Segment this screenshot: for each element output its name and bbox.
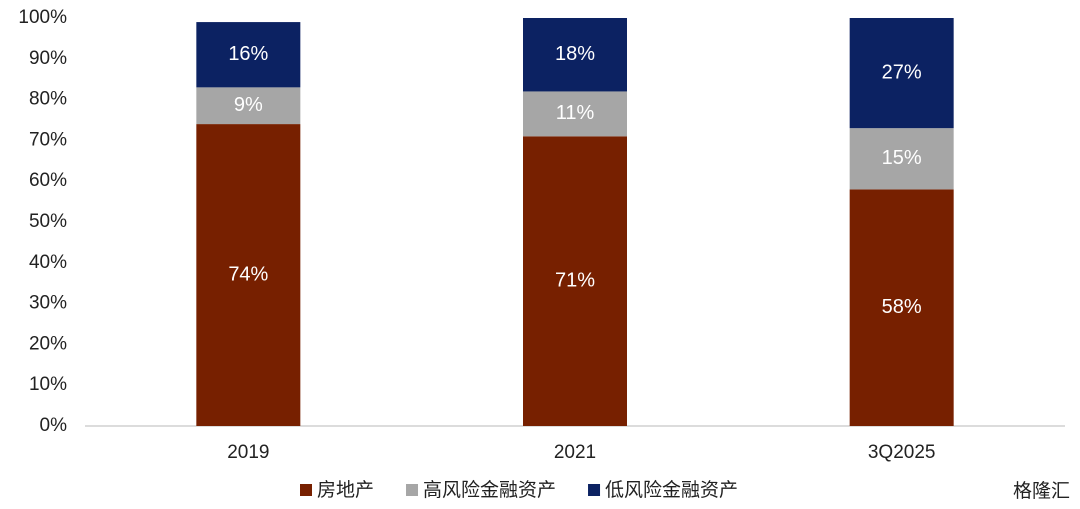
value-label: 16% xyxy=(228,43,268,65)
y-tick-label: 50% xyxy=(29,211,67,232)
x-tick-label: 2019 xyxy=(227,442,269,463)
legend-swatch xyxy=(300,484,312,496)
y-tick-label: 0% xyxy=(40,415,68,436)
y-tick-label: 30% xyxy=(29,293,67,314)
value-label: 15% xyxy=(882,147,922,169)
y-tick-label: 90% xyxy=(29,48,67,69)
value-label: 11% xyxy=(556,102,595,124)
bar-segment xyxy=(523,136,627,426)
legend-label: 高风险金融资产 xyxy=(423,479,556,501)
value-label: 71% xyxy=(555,269,595,291)
y-tick-label: 10% xyxy=(29,374,67,395)
value-label: 58% xyxy=(882,296,922,318)
y-tick-label: 60% xyxy=(29,170,67,191)
bar-segment xyxy=(849,189,954,426)
bar-segment xyxy=(523,18,627,92)
bar-segment xyxy=(849,18,954,129)
bar-segment xyxy=(196,22,301,88)
value-label: 18% xyxy=(555,43,595,65)
legend-label: 房地产 xyxy=(317,479,374,501)
legend-label: 低风险金融资产 xyxy=(605,479,738,501)
y-tick-label: 20% xyxy=(29,333,67,354)
y-tick-label: 80% xyxy=(29,89,67,110)
legend-swatch xyxy=(588,484,601,496)
y-tick-label: 40% xyxy=(29,252,67,273)
x-tick-label: 2021 xyxy=(554,442,596,463)
watermark: 格隆汇 xyxy=(1013,480,1070,502)
x-tick-label: 3Q2025 xyxy=(868,442,936,463)
bar-segment xyxy=(196,87,301,125)
bar-segment xyxy=(523,91,627,137)
y-tick-label: 100% xyxy=(18,7,67,28)
legend-swatch xyxy=(406,484,419,496)
value-label: 74% xyxy=(228,263,268,285)
value-label: 9% xyxy=(234,94,263,116)
bar-segment xyxy=(196,124,301,426)
y-tick-label: 70% xyxy=(29,129,67,150)
bar-segment xyxy=(849,128,954,190)
value-label: 27% xyxy=(882,61,922,83)
